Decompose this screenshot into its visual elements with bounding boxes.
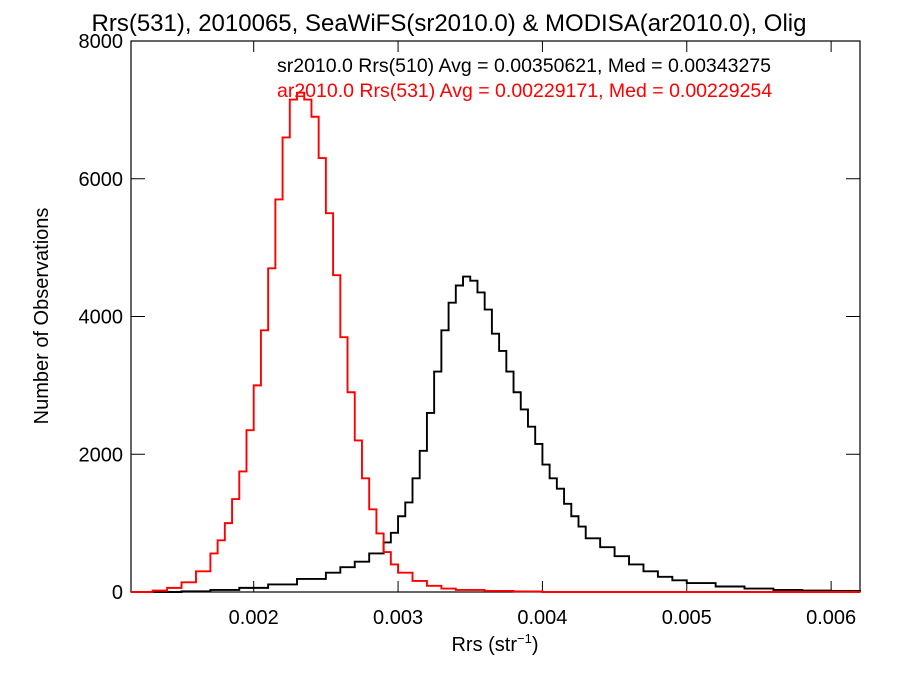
plot-frame <box>130 40 861 593</box>
y-axis: 0 2000 4000 6000 8000 <box>79 31 860 604</box>
y-tick-label: 8000 <box>79 31 124 53</box>
legend-entry-ar2010: ar2010.0 Rrs(531) Avg = 0.00229171, Med … <box>277 80 772 102</box>
x-tick-label: 0.005 <box>662 607 712 629</box>
y-tick-label: 2000 <box>79 444 124 466</box>
x-tick-label: 0.003 <box>373 607 423 629</box>
y-tick-label: 4000 <box>79 307 124 329</box>
plot-area <box>130 40 861 593</box>
y-tick-label: 0 <box>112 582 123 604</box>
histogram-series-ar2010 <box>131 91 860 593</box>
legend: sr2010.0 Rrs(510) Avg = 0.00350621, Med … <box>277 55 772 102</box>
y-axis-label: Number of Observations <box>31 208 53 425</box>
series-layer <box>131 91 861 593</box>
x-tick-label: 0.004 <box>517 607 567 629</box>
legend-entry-sr2010: sr2010.0 Rrs(510) Avg = 0.00350621, Med … <box>277 55 771 77</box>
y-tick-label: 6000 <box>79 169 124 191</box>
x-axis: 0.002 0.003 0.004 0.005 0.006 <box>229 41 856 629</box>
x-axis-label: Rrs (str−1) <box>451 631 538 656</box>
x-tick-label: 0.002 <box>229 607 279 629</box>
chart-title: Rrs(531), 2010065, SeaWiFS(sr2010.0) & M… <box>92 10 807 37</box>
histogram-series-sr2010 <box>131 275 861 593</box>
x-tick-label: 0.006 <box>806 607 856 629</box>
